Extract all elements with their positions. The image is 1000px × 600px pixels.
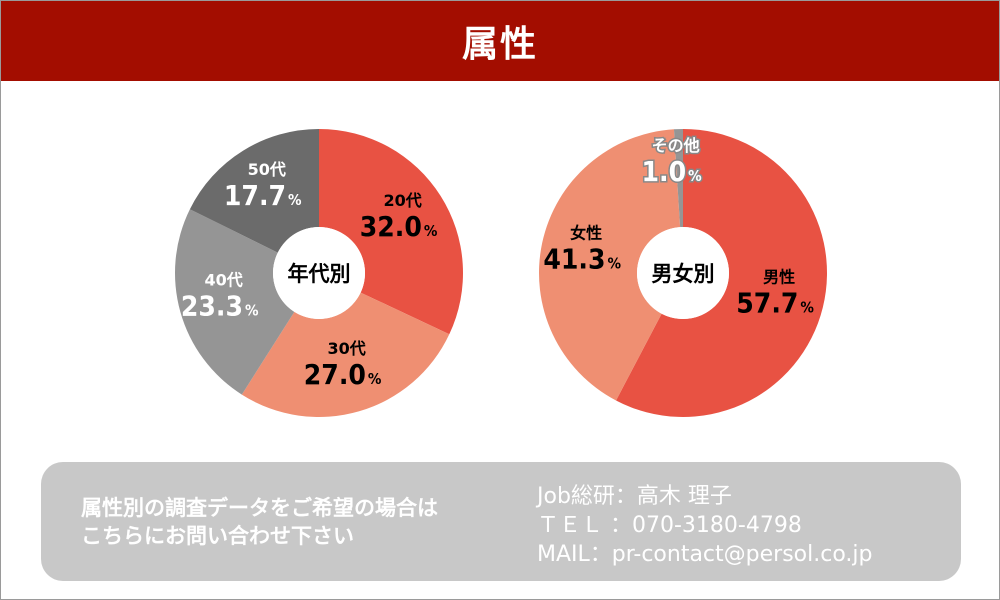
slice-0-3 <box>189 129 319 253</box>
slice-value-label: 27.0% <box>304 358 382 391</box>
slice-category-label: 40代 <box>205 271 243 290</box>
contact-details: Job総研：高木 理子 ＴＥＬ ：070-3180-4798 MAIL：pr-c… <box>537 482 872 569</box>
slice-0-0 <box>319 129 463 335</box>
slice-category-label: 男性 <box>763 268 795 287</box>
request-line-2: こちらにお問い合わせ下さい <box>81 524 354 548</box>
slice-category-label: 30代 <box>327 339 365 358</box>
slice-value-label: 17.7% <box>224 179 302 212</box>
contact-name: Job総研：高木 理子 <box>537 484 732 509</box>
request-line-1: 属性別の調査データをご希望の場合は <box>81 496 438 520</box>
slice-value-label: 1.0% <box>642 155 703 188</box>
contact-email[interactable]: MAIL：pr-contact@persol.co.jp <box>537 542 873 567</box>
slice-value-label: 57.7% <box>736 287 814 320</box>
slice-value-label: 23.3% <box>181 290 259 323</box>
donut-hole <box>273 227 365 319</box>
request-text: 属性別の調査データをご希望の場合は こちらにお問い合わせ下さい <box>81 494 438 550</box>
slice-category-label: 女性 <box>570 223 602 242</box>
slice-1-0 <box>616 129 827 417</box>
donut-center-label: 男女別 <box>652 262 715 286</box>
slice-0-1 <box>241 292 450 417</box>
contact-phone: ＴＥＬ ：070-3180-4798 <box>537 513 802 538</box>
slice-value-label: 32.0% <box>360 210 438 243</box>
slice-category-label: 20代 <box>383 191 421 210</box>
slice-0-2 <box>175 209 295 395</box>
slice-1-2 <box>673 129 683 228</box>
donut-hole <box>637 227 729 319</box>
donut-center-label: 年代別 <box>288 262 351 286</box>
slice-1-1 <box>539 129 681 401</box>
slice-category-label: 50代 <box>248 160 286 179</box>
slice-category-label: その他 <box>652 136 700 155</box>
contact-panel: 属性別の調査データをご希望の場合は こちらにお問い合わせ下さい Job総研：高木… <box>41 462 961 581</box>
page-title: 属性 <box>461 24 538 65</box>
header-banner: 属性 <box>1 1 999 81</box>
slice-value-label: 41.3% <box>543 242 621 275</box>
